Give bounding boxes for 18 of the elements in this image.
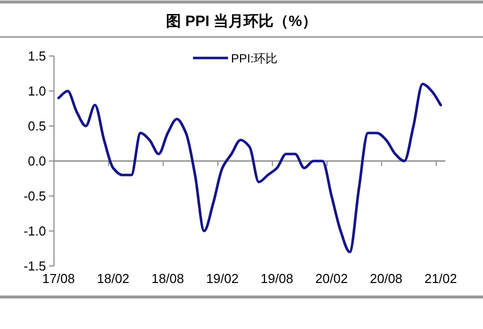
x-tick-label: 21/02 <box>424 271 458 286</box>
y-tick-label: 0.5 <box>28 118 46 134</box>
x-tick-label: 18/08 <box>151 271 184 286</box>
y-tick-label: -0.5 <box>24 188 46 204</box>
line-series <box>57 82 442 254</box>
x-tick-label: 19/08 <box>260 271 294 286</box>
y-tick-label: -1.0 <box>24 224 46 238</box>
x-tick-label: 20/02 <box>315 271 348 286</box>
y-tick-label: 0.0 <box>28 154 46 168</box>
y-tick-label: 1.5 <box>28 48 46 64</box>
y-tick-label: 1.0 <box>28 84 46 98</box>
x-tick-label: 20/08 <box>370 271 402 286</box>
y-tick-label: -1.5 <box>24 258 46 274</box>
x-tick-label: 19/02 <box>206 271 239 286</box>
chart-title: 图 PPI 当月环比（%） <box>166 13 317 30</box>
legend-label: PPI:环比 <box>231 52 278 66</box>
x-tick-label: 18/02 <box>96 271 130 286</box>
x-tick-label: 17/08 <box>42 271 75 286</box>
